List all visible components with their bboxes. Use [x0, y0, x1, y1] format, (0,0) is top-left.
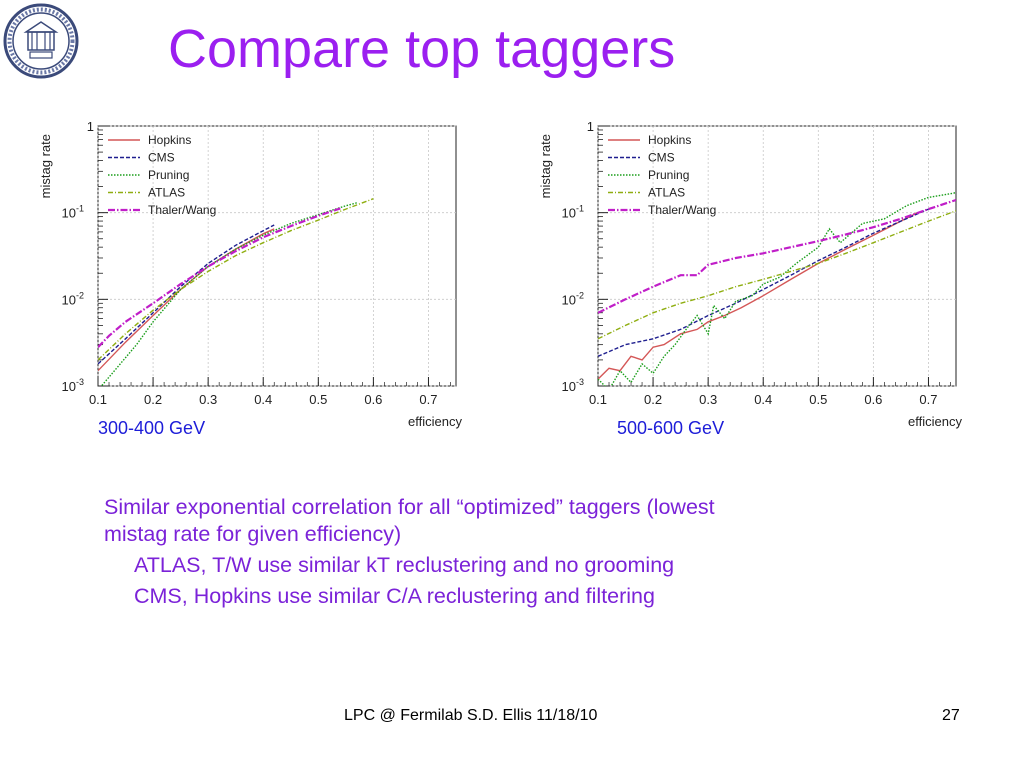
chart-svg-left: 0.1 0.2 0.3 0.4 0.5 0.6 0.7110-110-210-3mistag…	[38, 119, 462, 429]
legend-label: Hopkins	[148, 133, 191, 147]
x-tick-label: 0.1	[589, 392, 607, 407]
x-tick-label: 0.7	[919, 392, 937, 407]
series-group	[98, 198, 374, 386]
legend-label: CMS	[648, 151, 675, 165]
bullet-main: Similar exponential correlation for all …	[104, 495, 715, 546]
series-line-cms	[98, 224, 275, 365]
x-tick-label: 0.2	[144, 392, 162, 407]
x-tick-label: 0.1	[89, 392, 107, 407]
y-tick-exponent: -1	[576, 204, 584, 214]
legend-label: ATLAS	[648, 186, 685, 200]
y-tick-exponent: -3	[76, 377, 84, 387]
page-number: 27	[942, 707, 960, 724]
x-tick-label: 0.6	[364, 392, 382, 407]
x-tick-label: 0.3	[199, 392, 217, 407]
energy-range-label-left: 300-400 GeV	[98, 418, 206, 438]
university-seal-logo	[2, 2, 80, 80]
x-tick-label: 0.5	[809, 392, 827, 407]
energy-range-label-right: 500-600 GeV	[617, 418, 725, 438]
x-tick-label: 0.2	[644, 392, 662, 407]
y-tick-label: 1	[587, 119, 594, 134]
series-line-thaler-wang	[598, 198, 956, 314]
x-axis-label: efficiency	[908, 414, 962, 429]
plot-frame	[597, 125, 957, 387]
x-tick-label: 0.7	[419, 392, 437, 407]
y-tick-mantissa: 10	[62, 379, 76, 394]
x-tick-label: 0.5	[309, 392, 327, 407]
legend-label: Pruning	[648, 168, 689, 182]
y-tick-label: 10-2	[62, 290, 84, 307]
bullet-list: Similar exponential correlation for all …	[104, 494, 744, 610]
chart-svg-right: 0.1 0.2 0.3 0.4 0.5 0.6 0.7110-110-210-3mistag…	[538, 119, 962, 429]
y-tick-exponent: -3	[576, 377, 584, 387]
series-line-atlas	[598, 210, 956, 340]
legend-label: Pruning	[148, 168, 189, 182]
legend-label: ATLAS	[148, 186, 185, 200]
y-tick-mantissa: 10	[562, 292, 576, 307]
series-line-atlas	[98, 198, 374, 361]
x-axis-label: efficiency	[408, 414, 462, 429]
plot-frame	[97, 125, 457, 387]
bullet-sub-cms: CMS, Hopkins use similar C/A reclusterin…	[134, 584, 655, 608]
chart-500-600-gev: 0.1 0.2 0.3 0.4 0.5 0.6 0.7 1 10-1 10-2 10-3 mistag…	[528, 108, 968, 438]
footer-text: LPC @ Fermilab S.D. Ellis 11/18/10	[344, 707, 598, 724]
series-line-hopkins	[598, 212, 918, 380]
y-axis-label: mistag rate	[38, 134, 53, 198]
y-tick-label: 10-3	[62, 377, 84, 394]
legend-label: Hopkins	[648, 133, 691, 147]
y-tick-exponent: -2	[76, 290, 84, 300]
series-line-thaler-wang	[98, 207, 341, 348]
y-tick-mantissa: 10	[62, 206, 76, 221]
series-line-cms	[598, 208, 929, 357]
y-tick-exponent: -1	[76, 204, 84, 214]
chart-300-400-gev: 0.1 0.2 0.3 0.4 0.5 0.6 0.7 1 10-1 10-2 10-3 mistag…	[28, 108, 468, 438]
y-tick-mantissa: 10	[62, 292, 76, 307]
legend-label: Thaler/Wang	[148, 203, 216, 217]
y-tick-label: 10-1	[62, 204, 84, 221]
y-tick-exponent: -2	[576, 290, 584, 300]
series-line-pruning	[598, 192, 956, 386]
y-tick-label: 10-3	[562, 377, 584, 394]
slide-title: Compare top taggers	[168, 19, 676, 79]
y-axis-label: mistag rate	[538, 134, 553, 198]
series-group	[598, 192, 956, 386]
y-tick-mantissa: 10	[562, 379, 576, 394]
x-tick-label: 0.4	[254, 392, 272, 407]
x-tick-label: 0.6	[864, 392, 882, 407]
y-tick-label: 1	[87, 119, 94, 134]
y-tick-label: 10-1	[562, 204, 584, 221]
y-tick-mantissa: 10	[562, 206, 576, 221]
x-tick-label: 0.4	[754, 392, 772, 407]
legend-label: Thaler/Wang	[648, 203, 716, 217]
bullet-sub-atlas: ATLAS, T/W use similar kT reclustering a…	[134, 553, 675, 577]
y-tick-label: 10-2	[562, 290, 584, 307]
legend-label: CMS	[148, 151, 175, 165]
x-tick-label: 0.3	[699, 392, 717, 407]
